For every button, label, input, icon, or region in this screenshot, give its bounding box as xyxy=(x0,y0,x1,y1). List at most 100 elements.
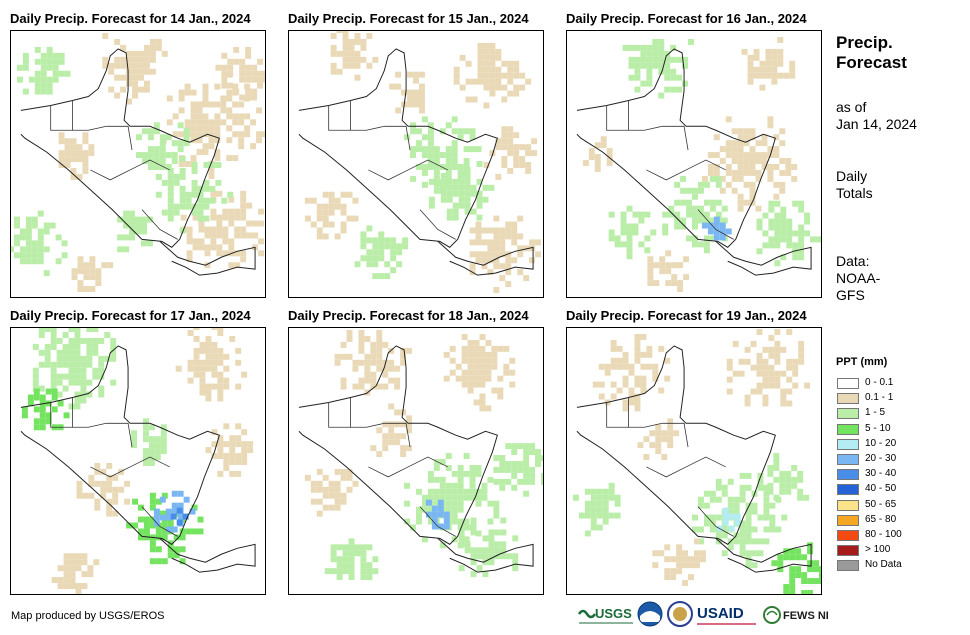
country-border xyxy=(697,506,734,537)
country-border xyxy=(141,209,178,240)
country-border xyxy=(384,422,411,448)
precip-field xyxy=(582,37,821,292)
map-svg xyxy=(298,31,542,293)
legend-swatch xyxy=(837,454,859,465)
usaid-logo: USAID xyxy=(697,605,756,625)
coastline xyxy=(20,48,220,248)
source-line2: NOAA- xyxy=(836,270,881,286)
country-border xyxy=(646,169,687,181)
source-line1: Data: xyxy=(836,253,870,269)
country-border xyxy=(697,209,734,240)
coastline xyxy=(159,538,256,573)
as-of-line1: as of xyxy=(836,99,867,115)
noaa-logo xyxy=(637,601,663,627)
country-border xyxy=(50,397,73,428)
legend-swatch xyxy=(837,545,859,557)
country-border xyxy=(90,466,131,478)
legend-label: 0 - 0.1 xyxy=(865,377,894,388)
map-svg xyxy=(11,33,265,292)
usgs-logo: USGS xyxy=(578,606,633,624)
country-border xyxy=(384,125,411,151)
legend-swatch xyxy=(837,514,859,526)
legend-label: 30 - 40 xyxy=(865,468,897,480)
side-title: Precip. Forecast xyxy=(836,33,907,73)
fews-net-logo-text: FEWS NET xyxy=(783,610,828,622)
map-svg xyxy=(20,328,256,594)
legend-swatch xyxy=(837,484,859,496)
legend-swatch xyxy=(837,499,859,511)
precip-field xyxy=(21,328,254,594)
panel-title-1: Daily Precip. Forecast for 14 Jan., 2024 xyxy=(10,11,251,26)
coastline xyxy=(20,345,220,545)
legend-label: 0.1 - 1 xyxy=(865,392,894,404)
country-border xyxy=(328,100,351,131)
precip-field xyxy=(304,31,542,293)
coastline xyxy=(437,241,534,276)
as-of-line2: Jan 14, 2024 xyxy=(836,116,917,132)
country-border xyxy=(350,422,385,428)
coastline xyxy=(715,538,812,573)
country-border xyxy=(685,456,726,468)
panel-title-6: Daily Precip. Forecast for 19 Jan., 2024 xyxy=(566,308,807,323)
legend-label: No Data xyxy=(865,559,902,571)
country-border xyxy=(628,125,663,131)
legend-swatch xyxy=(837,438,859,450)
country-border xyxy=(407,159,448,171)
country-border xyxy=(141,506,178,537)
panel-title-5: Daily Precip. Forecast for 18 Jan., 2024 xyxy=(288,308,529,323)
data-source: Data: NOAA- GFS xyxy=(836,253,880,304)
legend-label: 65 - 80 xyxy=(865,513,897,525)
country-border xyxy=(646,466,687,478)
legend-swatch xyxy=(837,530,859,541)
map-credit: Map produced by USGS/EROS xyxy=(11,610,165,622)
daily-totals: Daily Totals xyxy=(836,168,873,202)
country-border xyxy=(368,466,409,478)
precip-field xyxy=(304,330,543,581)
legend-swatch xyxy=(837,393,859,405)
usgs-logo-text: USGS xyxy=(595,606,632,621)
forecast-map-5 xyxy=(288,327,544,595)
legend-swatch xyxy=(837,423,859,435)
coastline xyxy=(159,241,256,276)
forecast-map-2 xyxy=(288,30,544,298)
agency-logos: USGS USAID FEWS NET xyxy=(578,600,828,630)
legend-label: 1 - 5 xyxy=(865,407,886,419)
dos-seal-logo xyxy=(667,601,693,627)
country-border xyxy=(50,100,73,131)
usaid-logo-text: USAID xyxy=(697,605,744,622)
country-border xyxy=(350,125,385,131)
legend-title: PPT (mm) xyxy=(836,356,888,368)
country-border xyxy=(106,125,133,151)
coastline xyxy=(298,345,498,545)
map-svg xyxy=(298,330,543,581)
forecast-map-1 xyxy=(10,30,266,298)
coastline xyxy=(576,48,776,248)
totals-line2: Totals xyxy=(836,185,873,201)
country-border xyxy=(129,456,170,468)
country-border xyxy=(419,506,456,537)
country-border xyxy=(368,169,409,181)
totals-line1: Daily xyxy=(836,168,868,184)
precip-field xyxy=(572,329,821,594)
forecast-map-4 xyxy=(10,327,266,595)
forecast-map-3 xyxy=(566,30,822,298)
coastline xyxy=(298,48,498,248)
coastline xyxy=(576,345,776,545)
country-border xyxy=(419,209,456,240)
country-border xyxy=(129,159,170,171)
as-of-date: as of Jan 14, 2024 xyxy=(836,99,917,133)
side-title-line2: Forecast xyxy=(836,53,907,72)
map-svg xyxy=(576,37,821,292)
country-border xyxy=(407,456,448,468)
legend-swatch xyxy=(837,469,859,481)
panel-title-4: Daily Precip. Forecast for 17 Jan., 2024 xyxy=(10,308,251,323)
fews-net-logo: FEWS NET xyxy=(763,606,828,624)
panel-title-3: Daily Precip. Forecast for 16 Jan., 2024 xyxy=(566,11,807,26)
legend-label: 80 - 100 xyxy=(865,529,902,540)
legend-swatch xyxy=(837,560,859,572)
country-border xyxy=(106,422,133,448)
country-border xyxy=(662,422,689,448)
country-border xyxy=(72,422,107,428)
country-border xyxy=(685,159,726,171)
country-border xyxy=(328,397,351,428)
